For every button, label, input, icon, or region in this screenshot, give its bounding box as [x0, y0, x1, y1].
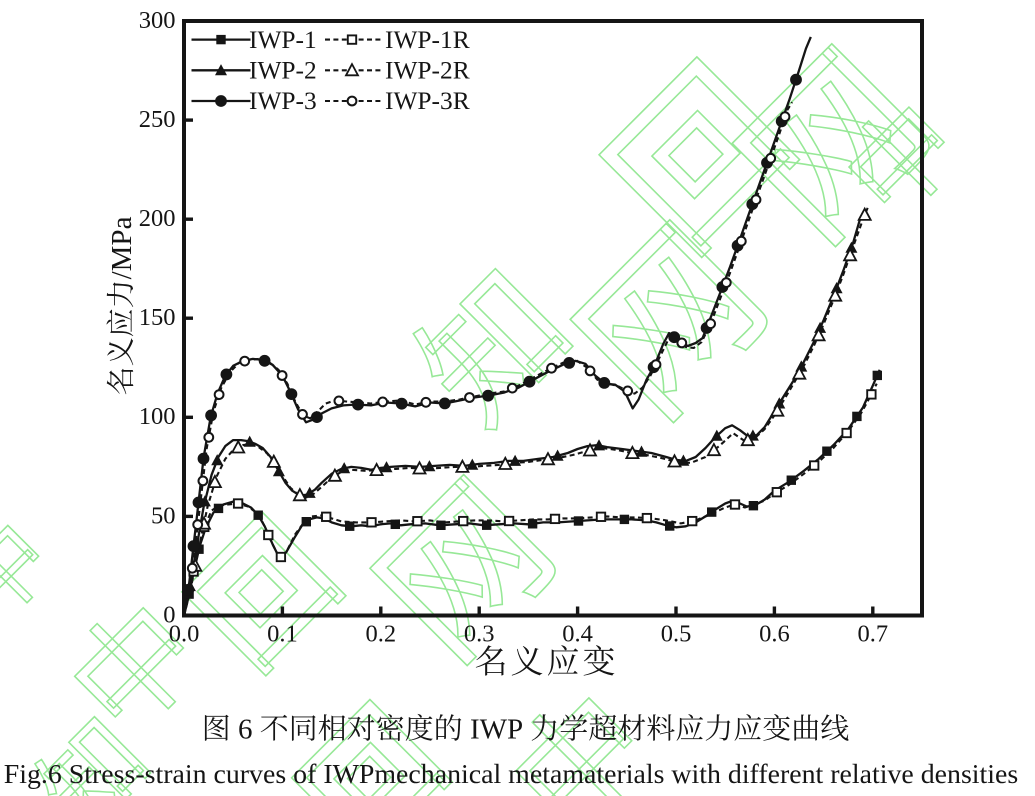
svg-text:IWP-2R: IWP-2R — [385, 57, 470, 85]
svg-text:0.3: 0.3 — [464, 621, 495, 648]
svg-text:0.6: 0.6 — [759, 621, 790, 648]
svg-text:0.0: 0.0 — [169, 621, 200, 648]
svg-text:0.2: 0.2 — [365, 621, 396, 648]
svg-text:Fig.6 Stress-strain curves of: Fig.6 Stress-strain curves of IWPmechani… — [4, 759, 1019, 790]
svg-text:IWP-1: IWP-1 — [249, 26, 317, 54]
svg-text:/MPa: /MPa — [106, 216, 138, 279]
svg-text:IWP: IWP — [463, 714, 530, 746]
svg-text:150: 150 — [139, 304, 176, 331]
svg-text:IWP-2: IWP-2 — [249, 57, 317, 85]
svg-text:0: 0 — [163, 601, 175, 628]
svg-text:200: 200 — [139, 205, 176, 232]
svg-text:0.4: 0.4 — [562, 621, 593, 648]
svg-text:0.1: 0.1 — [267, 621, 298, 648]
svg-text:6: 6 — [231, 714, 260, 746]
svg-text:0.7: 0.7 — [857, 621, 888, 648]
svg-text:IWP-3: IWP-3 — [249, 87, 317, 115]
svg-text:300: 300 — [139, 7, 176, 34]
svg-text:50: 50 — [151, 502, 176, 529]
svg-text:IWP-3R: IWP-3R — [385, 87, 470, 115]
svg-text:100: 100 — [139, 403, 176, 430]
svg-text:250: 250 — [139, 106, 176, 133]
svg-text:IWP-1R: IWP-1R — [385, 26, 470, 54]
svg-text:0.5: 0.5 — [661, 621, 692, 648]
